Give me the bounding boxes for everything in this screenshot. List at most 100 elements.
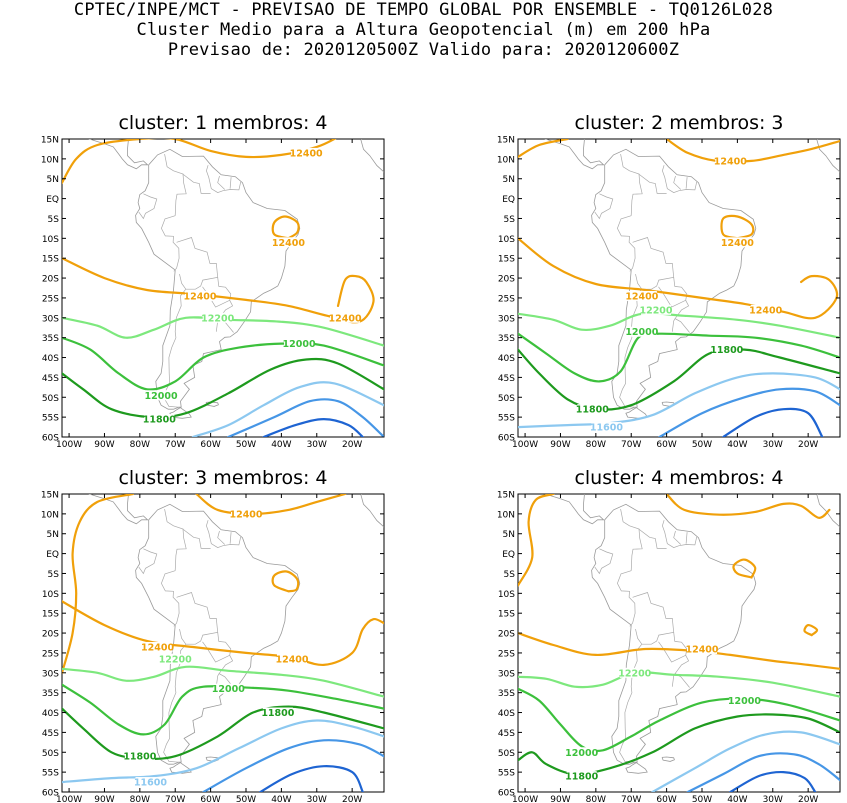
lat-label: EQ — [46, 195, 59, 205]
lon-label: 60W — [200, 795, 220, 803]
lat-label: 35S — [42, 334, 59, 344]
lat-label: 10S — [498, 590, 515, 600]
contour-label-bg — [124, 751, 155, 762]
panel-title: cluster: 2 membros: 3 — [574, 112, 784, 134]
country-border — [163, 643, 187, 763]
lon-label: 40W — [271, 795, 291, 803]
contour-11800 — [62, 705, 384, 760]
country-border — [619, 643, 643, 763]
central-america-coastline — [88, 494, 149, 525]
africa-coastline — [816, 494, 840, 528]
lon-label: 30W — [763, 795, 783, 803]
header-line-1: CPTEC/INPE/MCT - PREVISAO DE TEMPO GLOBA… — [73, 0, 774, 20]
contour-label: 12000 — [565, 748, 598, 759]
map-frame — [61, 493, 385, 793]
lat-label: 25S — [498, 649, 515, 659]
lon-label: 100W — [512, 795, 538, 803]
lat-label: 35S — [498, 689, 515, 699]
contour-11200 — [729, 770, 817, 792]
lon-label: 70W — [621, 795, 641, 803]
lon-label: 50W — [236, 440, 256, 450]
lon-label: 80W — [586, 440, 606, 450]
lon-label: 50W — [692, 440, 712, 450]
lat-label: 30S — [498, 314, 515, 324]
lat-label: 55S — [42, 414, 59, 424]
lat-label: 20S — [498, 630, 515, 640]
contour-12400 — [518, 139, 569, 158]
contour-label-bg — [160, 653, 191, 664]
panel-title: cluster: 4 membros: 4 — [574, 467, 784, 489]
lon-label: 30W — [307, 440, 327, 450]
country-border — [671, 318, 676, 332]
map-frame — [517, 138, 841, 438]
country-border — [658, 632, 688, 663]
lon-label: 50W — [692, 795, 712, 803]
lat-label: 5N — [503, 175, 515, 185]
lat-label: 45S — [42, 729, 59, 739]
contour-label-bg — [202, 312, 233, 323]
lat-label: 30S — [42, 669, 59, 679]
country-border — [161, 570, 180, 627]
country-border — [638, 528, 667, 549]
lon-label: 100W — [56, 795, 82, 803]
country-border — [617, 570, 636, 627]
country-border — [685, 177, 688, 189]
lon-label: 60W — [200, 440, 220, 450]
country-border — [594, 193, 614, 220]
lon-label: 90W — [94, 795, 114, 803]
lat-label: 45S — [42, 374, 59, 384]
contour-label: 12000 — [625, 327, 658, 338]
lat-label: 15S — [498, 255, 515, 265]
lat-label: 25S — [42, 294, 59, 304]
lat-label: 40S — [498, 709, 515, 719]
south-america-coastline — [591, 148, 757, 410]
contour-label-bg — [144, 414, 175, 425]
country-border — [662, 520, 698, 548]
country-border — [217, 530, 226, 545]
south-america-coastline — [135, 148, 301, 410]
contour-11600 — [62, 719, 384, 784]
lat-label: 20S — [42, 275, 59, 285]
contour-label: 12200 — [201, 313, 234, 324]
country-border — [620, 154, 643, 216]
country-border — [164, 154, 187, 216]
lat-label: 10S — [42, 235, 59, 245]
contour-label: 12400 — [685, 644, 718, 655]
lat-label: 55S — [42, 769, 59, 779]
lon-label: 20W — [342, 440, 362, 450]
contour-label: 12400 — [625, 291, 658, 302]
contour-label-bg — [231, 508, 261, 519]
lat-label: 40S — [42, 354, 59, 364]
lat-label: 55S — [498, 769, 515, 779]
country-border — [685, 532, 688, 544]
country-border — [617, 215, 636, 272]
contour-label-bg — [626, 326, 657, 337]
lat-label: 45S — [498, 374, 515, 384]
contour-label-bg — [641, 304, 671, 315]
contour-label-bg — [330, 312, 361, 323]
country-border — [229, 177, 232, 189]
contour-label: 12400 — [290, 148, 323, 159]
lat-label: EQ — [502, 195, 515, 205]
lat-label: 10N — [497, 155, 515, 165]
contour-label: 12000 — [728, 696, 761, 707]
contour-12200 — [62, 316, 384, 347]
country-border — [206, 165, 242, 193]
lat-label: 15N — [41, 491, 59, 501]
panel-title: cluster: 1 membros: 4 — [118, 112, 328, 134]
south-america-coastline — [591, 503, 757, 765]
africa-coastline — [360, 139, 384, 173]
contour-label-bg — [711, 344, 742, 355]
country-border — [662, 165, 698, 193]
contour-label: 12000 — [283, 339, 316, 350]
contour-12000 — [518, 332, 840, 383]
lat-label: 35S — [42, 689, 59, 699]
contour-label: 11600 — [134, 778, 167, 789]
map-panel-cluster-4: cluster: 4 membros: 4 12400 12200 12000 120… — [456, 467, 847, 803]
lat-label: 40S — [498, 354, 515, 364]
country-border — [182, 528, 211, 549]
contour-12200 — [62, 665, 384, 698]
contour-label: 12400 — [272, 238, 305, 249]
lat-label: 50S — [498, 749, 515, 759]
lon-label: 40W — [271, 440, 291, 450]
